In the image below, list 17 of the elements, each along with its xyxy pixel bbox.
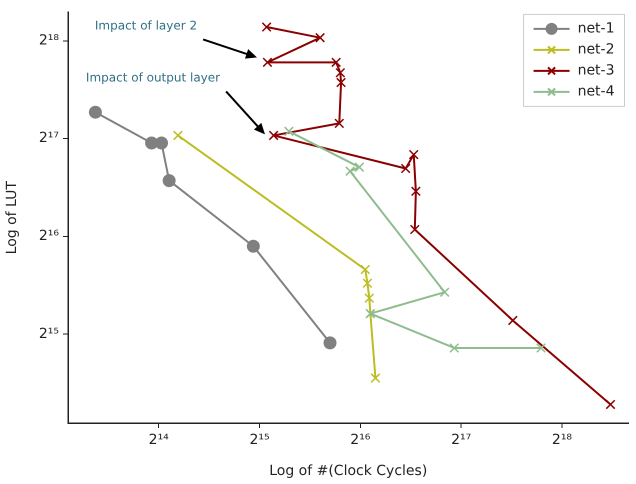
x-tick-label: 2¹⁸ [552, 432, 572, 448]
y-tick-label: 2¹⁵ [38, 326, 59, 342]
annotation: Impact of layer 2 [94, 18, 198, 33]
x-tick-label: 2¹⁵ [249, 432, 270, 448]
legend-label: net-1 [578, 20, 615, 37]
y-axis-title: Log of LUT [4, 180, 20, 254]
x-tick-label: 2¹⁴ [148, 432, 170, 448]
legend-label: net-4 [578, 84, 615, 100]
y-tick-label: 2¹⁸ [38, 32, 60, 48]
y-tick-label: 2¹⁶ [38, 228, 60, 244]
legend-label: net-3 [578, 62, 615, 79]
x-tick-label: 2¹⁶ [350, 432, 371, 448]
legend-label: net-2 [578, 42, 615, 58]
y-tick-label: 2¹⁷ [38, 130, 59, 146]
x-tick-label: 2¹⁷ [451, 432, 472, 448]
annotation: Impact of output layer [86, 70, 220, 85]
x-axis-title: Log of #(Clock Cycles) [269, 463, 428, 480]
